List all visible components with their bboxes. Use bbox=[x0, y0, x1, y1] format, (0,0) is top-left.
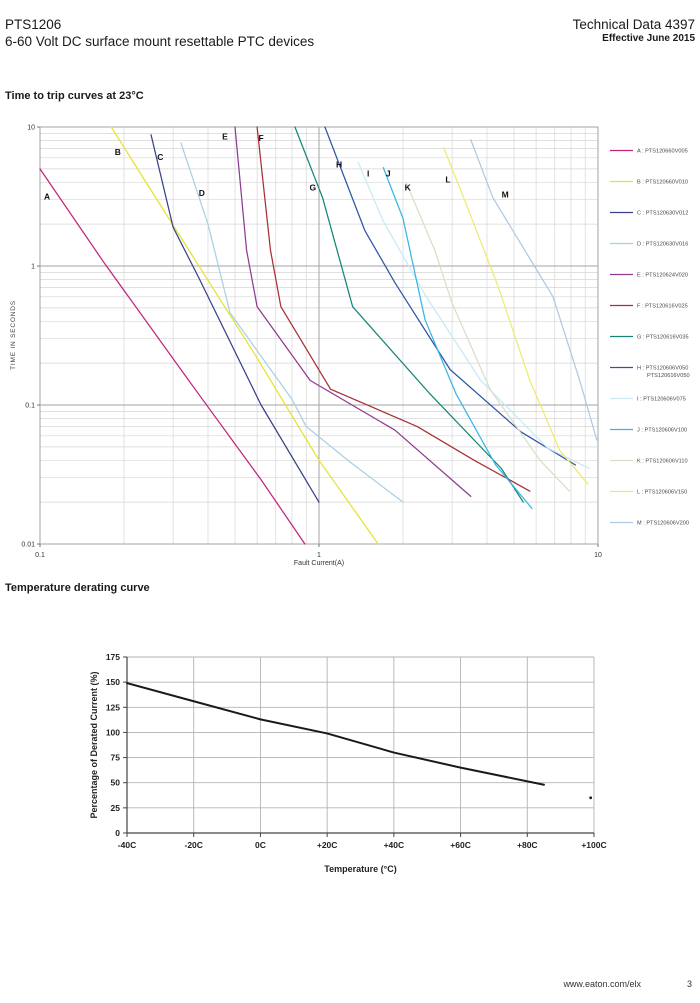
svg-text:G: G bbox=[309, 182, 316, 192]
svg-text:J: J bbox=[386, 169, 391, 179]
svg-text:1: 1 bbox=[317, 552, 321, 559]
svg-text:I: I bbox=[367, 169, 369, 179]
stray-mark bbox=[589, 796, 593, 800]
svg-text:D: D bbox=[199, 188, 205, 198]
svg-text:125: 125 bbox=[106, 702, 120, 712]
product-title: PTS1206 bbox=[5, 17, 62, 32]
svg-text:+40C: +40C bbox=[384, 840, 405, 850]
trip-curves-section-title: Time to trip curves at 23°C bbox=[5, 90, 144, 102]
svg-text:J : PTS120606V100: J : PTS120606V100 bbox=[637, 428, 687, 434]
svg-text:A : PTS120660V005: A : PTS120660V005 bbox=[637, 149, 688, 155]
header-right: Technical Data 4397 Effective June 2015 bbox=[573, 17, 695, 46]
footer-url[interactable]: www.eaton.com/elx bbox=[563, 979, 641, 989]
svg-text:E: E bbox=[222, 132, 228, 142]
svg-text:L : PTS120606V150: L : PTS120606V150 bbox=[637, 490, 687, 496]
trip-legend: A : PTS120660V005 B : PTS120660V010 C : PT… bbox=[610, 149, 690, 527]
svg-text:+100C: +100C bbox=[581, 840, 606, 850]
svg-text:TIME IN SECONDS: TIME IN SECONDS bbox=[10, 300, 17, 370]
svg-text:C: C bbox=[157, 152, 163, 162]
svg-text:-40C: -40C bbox=[118, 840, 136, 850]
svg-text:Fault Current(A): Fault Current(A) bbox=[294, 560, 344, 567]
svg-text:50: 50 bbox=[111, 778, 121, 788]
svg-text:A: A bbox=[44, 192, 50, 202]
svg-text:75: 75 bbox=[111, 753, 121, 763]
derating-curve bbox=[126, 682, 593, 800]
svg-text:-20C: -20C bbox=[184, 840, 202, 850]
trip-curves: A B C D E F G H I J K L M bbox=[39, 126, 598, 545]
svg-text:D : PTS120630V016: D : PTS120630V016 bbox=[637, 242, 688, 248]
svg-text:L: L bbox=[445, 174, 450, 184]
svg-text:B: B bbox=[115, 147, 121, 157]
svg-text:H : PTS120606V050: H : PTS120606V050 bbox=[637, 366, 688, 372]
svg-text:B : PTS120660V010: B : PTS120660V010 bbox=[637, 180, 688, 186]
svg-text:100: 100 bbox=[106, 727, 120, 737]
svg-text:+60C: +60C bbox=[450, 840, 471, 850]
svg-text:PTS120616V050: PTS120616V050 bbox=[647, 373, 690, 379]
svg-text:175: 175 bbox=[106, 652, 120, 662]
product-subtitle: 6-60 Volt DC surface mount resettable PT… bbox=[5, 34, 315, 49]
header-left: PTS1206 6-60 Volt DC surface mount reset… bbox=[5, 16, 314, 50]
svg-text:25: 25 bbox=[111, 803, 121, 813]
svg-text:M : PTS120606V200: M : PTS120606V200 bbox=[637, 521, 689, 527]
derating-section-title: Temperature derating curve bbox=[5, 582, 150, 594]
derating-grid bbox=[126, 656, 595, 834]
svg-text:+80C: +80C bbox=[517, 840, 538, 850]
svg-text:1: 1 bbox=[31, 264, 35, 271]
svg-text:150: 150 bbox=[106, 677, 120, 687]
svg-text:0.01: 0.01 bbox=[21, 542, 35, 549]
svg-text:F : PTS120616V025: F : PTS120616V025 bbox=[637, 304, 688, 310]
temperature-derating-chart: 0 25 50 75 100 125 150 175 -40C -20C 0C +20C +40C +60… bbox=[89, 652, 607, 874]
svg-text:0.1: 0.1 bbox=[35, 552, 45, 559]
page-number: 3 bbox=[686, 979, 692, 989]
svg-text:K : PTS120606V110: K : PTS120606V110 bbox=[637, 459, 688, 465]
svg-text:F: F bbox=[258, 133, 263, 143]
svg-text:0C: 0C bbox=[255, 840, 266, 850]
svg-text:10: 10 bbox=[594, 552, 602, 559]
svg-text:0: 0 bbox=[115, 828, 120, 838]
svg-text:10: 10 bbox=[27, 125, 35, 132]
svg-text:K: K bbox=[405, 182, 412, 192]
doc-effective-date: Effective June 2015 bbox=[602, 33, 695, 44]
svg-text:C : PTS120630V012: C : PTS120630V012 bbox=[637, 211, 688, 217]
svg-text:E : PTS120624V020: E : PTS120624V020 bbox=[637, 273, 688, 279]
svg-text:H: H bbox=[336, 160, 342, 170]
doc-title: Technical Data 4397 bbox=[572, 17, 695, 32]
svg-text:Temperature (°C): Temperature (°C) bbox=[324, 864, 396, 874]
derating-axes: 0 25 50 75 100 125 150 175 -40C -20C 0C +20C +40C +60… bbox=[89, 652, 607, 874]
svg-text:I : PTS120606V075: I : PTS120606V075 bbox=[637, 397, 686, 403]
svg-text:0.1: 0.1 bbox=[25, 403, 35, 410]
svg-text:G : PTS120616V035: G : PTS120616V035 bbox=[637, 335, 689, 341]
footer: www.eaton.com/elx 3 bbox=[563, 979, 692, 989]
svg-text:Percentage of Derated Current: Percentage of Derated Current (%) bbox=[89, 671, 99, 818]
svg-text:M: M bbox=[502, 190, 509, 200]
svg-text:+20C: +20C bbox=[317, 840, 338, 850]
